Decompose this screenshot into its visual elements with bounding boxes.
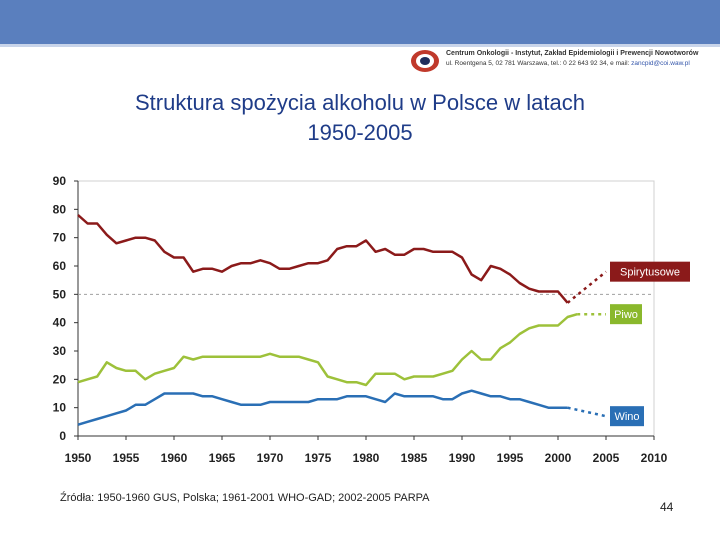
logo-mark-icon: [411, 50, 439, 72]
x-tick-label: 1970: [257, 451, 284, 465]
series-label-spirytusowe: Spirytusowe: [620, 267, 680, 279]
y-tick-label: 0: [59, 429, 66, 443]
y-tick-label: 80: [53, 202, 67, 216]
series-label-box-wino: [610, 406, 644, 427]
y-tick-label: 30: [53, 344, 67, 358]
y-tick-label: 50: [53, 287, 67, 301]
slide-title: Struktura spożycia alkoholu w Polsce w l…: [40, 88, 680, 148]
x-tick-label: 1950: [65, 451, 92, 465]
x-tick-label: 1960: [161, 451, 188, 465]
institution-name: Centrum Onkologii - Instytut, Zakład Epi…: [446, 50, 699, 57]
y-tick-label: 90: [53, 174, 67, 188]
x-tick-label: 1985: [401, 451, 428, 465]
y-tick-label: 10: [53, 401, 67, 415]
plot-area: [77, 180, 655, 437]
slide-title-line2: 1950-2005: [307, 120, 413, 145]
x-tick-label: 1980: [353, 451, 380, 465]
header-bar-underline: [0, 44, 720, 47]
x-tick-label: 2000: [545, 451, 572, 465]
x-tick-label: 2010: [641, 451, 668, 465]
institution-address: ul. Roentgena 5, 02 781 Warszawa, tel.: …: [446, 60, 690, 67]
series-projection-wino: [567, 406, 607, 418]
institution-logo: Centrum Onkologii - Instytut, Zakład Epi…: [408, 47, 708, 75]
slide-title-line1: Struktura spożycia alkoholu w Polsce w l…: [135, 90, 585, 115]
data-source-note: Źródła: 1950-1960 GUS, Polska; 1961-2001…: [60, 492, 430, 504]
y-tick-label: 60: [53, 259, 67, 273]
series-line-wino: [77, 389, 568, 426]
y-tick-label: 70: [53, 231, 67, 245]
header-bar: [0, 0, 720, 44]
x-tick-label: 2005: [593, 451, 620, 465]
y-tick-label: 40: [53, 316, 67, 330]
series-label-box-piwo: [610, 304, 642, 325]
series-line-piwo: [77, 313, 578, 387]
y-tick-label: 20: [53, 372, 67, 386]
x-tick-label: 1965: [209, 451, 236, 465]
x-tick-label: 1990: [449, 451, 476, 465]
x-tick-label: 1975: [305, 451, 332, 465]
page-number: 44: [660, 500, 674, 514]
x-tick-label: 1995: [497, 451, 524, 465]
alcohol-consumption-chart: 0 10 20 30 40 50 60 70 80 90 1950 1955 1960 1965 1970 1…: [53, 174, 690, 465]
x-tick-label: 1955: [113, 451, 140, 465]
series-label-box-spirytusowe: [610, 261, 690, 282]
institution-email[interactable]: zancpid@coi.waw.pl: [631, 60, 690, 67]
series-label-piwo: Piwo: [614, 309, 638, 321]
series-label-wino: Wino: [614, 411, 639, 423]
series-projection-spirytusowe: [566, 270, 607, 304]
series-line-spirytusowe: [77, 214, 569, 304]
institution-address-text: ul. Roentgena 5, 02 781 Warszawa, tel.: …: [446, 60, 630, 67]
